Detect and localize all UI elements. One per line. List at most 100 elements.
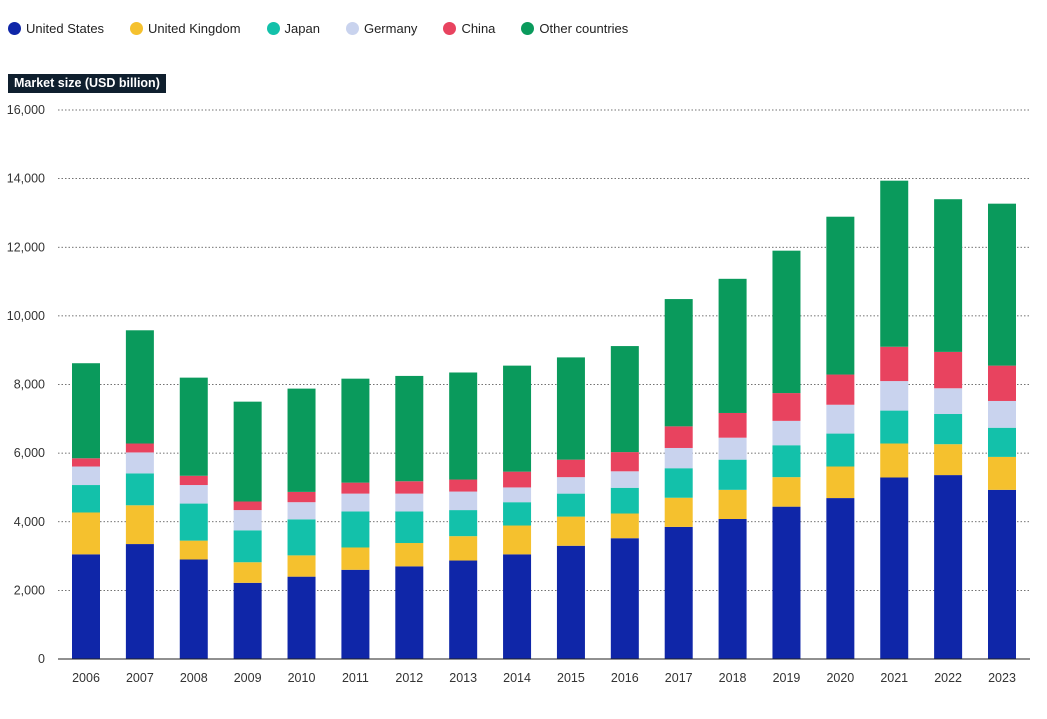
bar-segment[interactable] (179, 485, 208, 504)
bar-segment[interactable] (179, 503, 208, 541)
bar-segment[interactable] (503, 487, 532, 503)
bar-segment[interactable] (610, 452, 639, 472)
bar-segment[interactable] (772, 420, 801, 446)
bar-segment[interactable] (610, 513, 639, 539)
bar-segment[interactable] (503, 502, 532, 526)
bar-segment[interactable] (772, 445, 801, 478)
bar-segment[interactable] (341, 493, 370, 512)
bar-segment[interactable] (772, 477, 801, 507)
bar-segment[interactable] (988, 365, 1016, 401)
bar-segment[interactable] (179, 377, 208, 476)
bar-segment[interactable] (772, 393, 801, 421)
bar-segment[interactable] (664, 497, 693, 527)
bar-segment[interactable] (179, 540, 208, 560)
bar-segment[interactable] (72, 554, 100, 659)
bar-segment[interactable] (556, 357, 585, 460)
bar-segment[interactable] (72, 466, 100, 486)
bar-segment[interactable] (449, 536, 478, 561)
bar-segment[interactable] (395, 511, 424, 544)
bar-segment[interactable] (718, 489, 747, 520)
bar-segment[interactable] (72, 512, 100, 555)
bar-segment[interactable] (233, 530, 262, 563)
bar-segment[interactable] (988, 456, 1016, 490)
bar-segment[interactable] (826, 404, 855, 434)
bar-segment[interactable] (125, 443, 154, 453)
legend-item[interactable]: United Kingdom (130, 21, 241, 36)
bar-segment[interactable] (233, 510, 262, 531)
bar-segment[interactable] (503, 525, 532, 555)
bar-segment[interactable] (556, 516, 585, 546)
bar-segment[interactable] (341, 482, 370, 494)
bar-segment[interactable] (233, 401, 262, 502)
bar-segment[interactable] (718, 278, 747, 413)
bar-segment[interactable] (826, 374, 855, 405)
bar-segment[interactable] (125, 505, 154, 545)
bar-segment[interactable] (988, 489, 1016, 659)
bar-segment[interactable] (287, 502, 316, 520)
bar-segment[interactable] (341, 378, 370, 483)
bar-segment[interactable] (233, 501, 262, 511)
bar-segment[interactable] (610, 471, 639, 488)
bar-segment[interactable] (449, 372, 478, 480)
bar-segment[interactable] (610, 346, 639, 453)
bar-segment[interactable] (826, 466, 855, 499)
bar-segment[interactable] (772, 250, 801, 394)
bar-segment[interactable] (395, 481, 424, 494)
bar-segment[interactable] (72, 485, 100, 513)
bar-segment[interactable] (934, 388, 963, 415)
bar-segment[interactable] (934, 199, 963, 352)
bar-segment[interactable] (449, 560, 478, 659)
bar-segment[interactable] (287, 576, 316, 659)
bar-segment[interactable] (880, 346, 909, 382)
bar-segment[interactable] (556, 477, 585, 494)
bar-segment[interactable] (826, 433, 855, 467)
bar-segment[interactable] (449, 479, 478, 492)
legend-item[interactable]: Other countries (521, 21, 628, 36)
bar-segment[interactable] (826, 216, 855, 375)
bar-segment[interactable] (395, 566, 424, 659)
bar-segment[interactable] (610, 538, 639, 659)
legend-item[interactable]: United States (8, 21, 104, 36)
bar-segment[interactable] (556, 459, 585, 478)
bar-segment[interactable] (125, 544, 154, 659)
bar-segment[interactable] (880, 410, 909, 444)
bar-segment[interactable] (718, 519, 747, 659)
bar-segment[interactable] (718, 437, 747, 460)
bar-segment[interactable] (826, 498, 855, 659)
bar-segment[interactable] (395, 375, 424, 482)
bar-segment[interactable] (664, 526, 693, 659)
bar-segment[interactable] (880, 477, 909, 659)
bar-segment[interactable] (179, 475, 208, 486)
bar-segment[interactable] (287, 519, 316, 556)
bar-segment[interactable] (287, 388, 316, 492)
bar-segment[interactable] (556, 493, 585, 517)
bar-segment[interactable] (772, 506, 801, 659)
bar-segment[interactable] (72, 458, 100, 467)
bar-segment[interactable] (287, 491, 316, 503)
bar-segment[interactable] (664, 426, 693, 448)
bar-segment[interactable] (988, 203, 1016, 366)
bar-segment[interactable] (718, 412, 747, 438)
bar-segment[interactable] (395, 493, 424, 512)
bar-segment[interactable] (880, 381, 909, 411)
bar-segment[interactable] (449, 510, 478, 537)
bar-segment[interactable] (880, 180, 909, 347)
bar-segment[interactable] (125, 452, 154, 474)
bar-segment[interactable] (880, 443, 909, 478)
bar-segment[interactable] (449, 491, 478, 511)
bar-segment[interactable] (125, 473, 154, 506)
bar-segment[interactable] (503, 365, 532, 472)
bar-segment[interactable] (934, 444, 963, 476)
bar-segment[interactable] (72, 363, 100, 459)
bar-segment[interactable] (934, 414, 963, 445)
bar-segment[interactable] (664, 299, 693, 427)
bar-segment[interactable] (934, 351, 963, 389)
legend-item[interactable]: Germany (345, 21, 417, 36)
bar-segment[interactable] (125, 330, 154, 444)
legend-item[interactable]: China (443, 21, 495, 36)
legend-item[interactable]: Japan (266, 21, 320, 36)
bar-segment[interactable] (934, 475, 963, 659)
bar-segment[interactable] (233, 562, 262, 583)
bar-segment[interactable] (179, 559, 208, 659)
bar-segment[interactable] (287, 555, 316, 577)
